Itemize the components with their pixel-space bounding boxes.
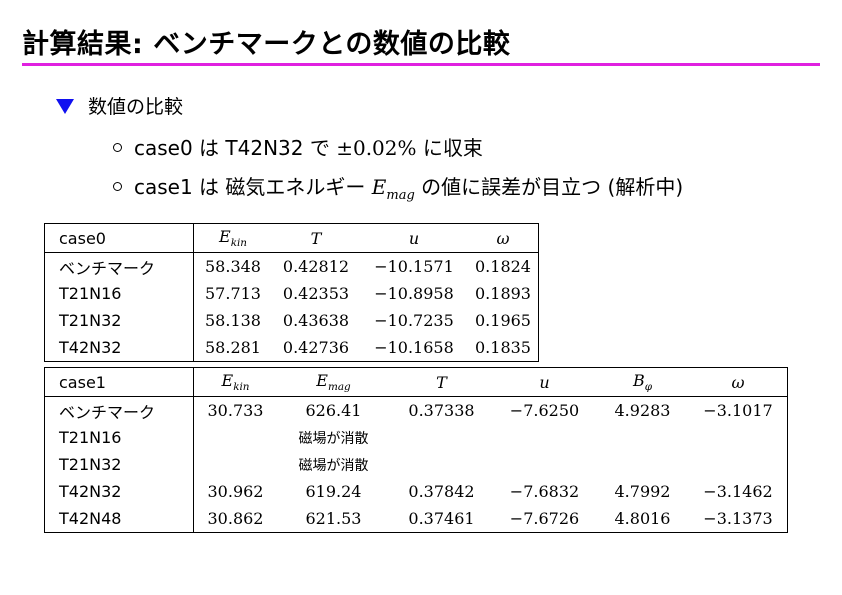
cell	[390, 424, 493, 451]
table-row: T21N16 57.713 0.42353 −10.8958 0.1893	[44, 280, 539, 307]
section-heading-text: 数値の比較	[88, 96, 184, 118]
bullet-case0: case0 は T42N32 で ±0.02% に収束	[113, 132, 483, 161]
table-row: T42N48 30.862 621.53 0.37461 −7.6726 4.8…	[44, 505, 788, 533]
row-label: T21N16	[44, 280, 194, 307]
bullet-case1: case1 は 磁気エネルギー Emag の値に誤差が目立つ (解析中)	[113, 171, 683, 203]
cell: 0.42353	[282, 284, 350, 303]
cell: 0.37338	[408, 401, 475, 420]
row-label: T21N32	[44, 307, 194, 334]
table-row: T21N16 磁場が消散	[44, 424, 788, 451]
cell: −10.1658	[374, 338, 454, 357]
cell: −10.8958	[374, 284, 454, 303]
cell-note: 磁場が消散	[298, 430, 369, 447]
cell: −10.7235	[374, 311, 454, 330]
bullet-case0-math: ±0.02%	[336, 136, 417, 160]
cell: 4.9283	[614, 401, 671, 420]
table-header-omega: ω	[689, 367, 788, 397]
cell: −7.6250	[509, 401, 580, 420]
table-row: T21N32 58.138 0.43638 −10.7235 0.1965	[44, 307, 539, 334]
row-label: ベンチマーク	[44, 396, 194, 424]
table-row: T42N32 58.281 0.42736 −10.1658 0.1835	[44, 334, 539, 362]
bullet-case0-post: に収束	[422, 136, 483, 160]
bullet-case1-post: の値に誤差が目立つ (解析中)	[421, 175, 684, 199]
cell	[689, 424, 788, 451]
table-header-omega: ω	[468, 223, 539, 253]
cell	[194, 424, 278, 451]
table-row: ベンチマーク 30.733 626.41 0.37338 −7.6250 4.9…	[44, 396, 788, 424]
cell	[194, 451, 278, 478]
cell-note: 磁場が消散	[298, 457, 369, 474]
table-case1: case1 Ekin Emag T u Bφ ω ベンチマーク 30.733 6…	[44, 367, 788, 533]
table-header-name: case1	[44, 367, 194, 397]
table-header-t: T	[390, 367, 493, 397]
cell: 58.138	[205, 311, 261, 330]
table-header-t: T	[272, 223, 360, 253]
row-label: T21N16	[44, 424, 194, 451]
section-heading: 数値の比較	[56, 92, 183, 119]
cell: −3.1017	[703, 401, 773, 420]
row-label: T42N32	[44, 478, 194, 505]
cell: 58.281	[205, 338, 261, 357]
table-row: T21N32 磁場が消散	[44, 451, 788, 478]
cell	[596, 451, 689, 478]
circle-bullet-icon	[113, 182, 122, 191]
circle-bullet-icon	[113, 143, 122, 152]
cell: 619.24	[305, 482, 362, 501]
table-case0: case0 Ekin T u ω ベンチマーク 58.348 0.42812 −…	[44, 223, 539, 362]
triangle-bullet-icon	[56, 99, 74, 114]
cell: 30.962	[207, 482, 264, 501]
row-label: T42N32	[44, 334, 194, 362]
table-header-name: case0	[44, 223, 194, 253]
table-header-bphi: Bφ	[596, 367, 689, 397]
table-header-u: u	[493, 367, 596, 397]
cell: −3.1373	[703, 509, 773, 528]
cell: 0.42736	[282, 338, 350, 357]
table-header-emag: Emag	[277, 367, 390, 397]
cell	[390, 451, 493, 478]
cell: 0.1824	[475, 257, 531, 276]
cell: 58.348	[205, 257, 261, 276]
table-row: ベンチマーク 58.348 0.42812 −10.1571 0.1824	[44, 252, 539, 280]
table-row: T42N32 30.962 619.24 0.37842 −7.6832 4.7…	[44, 478, 788, 505]
cell: 57.713	[205, 284, 261, 303]
table-header-ekin: Ekin	[193, 223, 272, 253]
cell: 0.37842	[408, 482, 475, 501]
cell: −10.1571	[374, 257, 454, 276]
row-label: T42N48	[44, 505, 194, 533]
cell: 0.37461	[408, 509, 475, 528]
cell: 4.8016	[614, 509, 671, 528]
cell: 30.733	[207, 401, 264, 420]
title-underline	[22, 63, 820, 66]
cell	[493, 451, 596, 478]
bullet-case1-math: Emag	[371, 175, 415, 203]
cell: −3.1462	[703, 482, 773, 501]
slide-title: 計算結果: ベンチマークとの数値の比較	[22, 29, 511, 60]
cell: −7.6726	[509, 509, 580, 528]
cell: 30.862	[207, 509, 264, 528]
table-header-u: u	[360, 223, 468, 253]
cell: 0.42812	[282, 257, 350, 276]
cell: 0.1965	[475, 311, 531, 330]
cell	[596, 424, 689, 451]
cell: −7.6832	[509, 482, 580, 501]
bullet-case0-pre: case0 は T42N32 で	[134, 136, 330, 160]
cell: 4.7992	[614, 482, 671, 501]
cell: 0.1893	[475, 284, 531, 303]
cell	[689, 451, 788, 478]
row-label: ベンチマーク	[44, 252, 194, 280]
table-header-ekin: Ekin	[193, 367, 277, 397]
bullet-case1-pre: case1 は 磁気エネルギー	[134, 175, 366, 199]
cell: 0.1835	[475, 338, 531, 357]
cell	[493, 424, 596, 451]
row-label: T21N32	[44, 451, 194, 478]
cell: 0.43638	[282, 311, 350, 330]
cell: 621.53	[305, 509, 362, 528]
cell: 626.41	[305, 401, 362, 420]
